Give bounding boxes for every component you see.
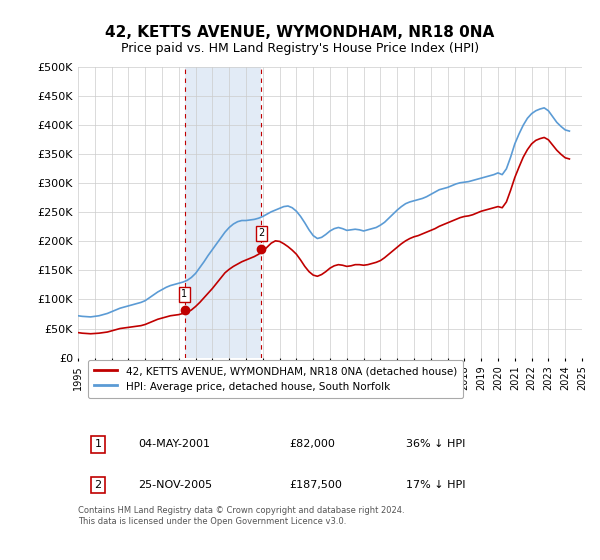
Text: Price paid vs. HM Land Registry's House Price Index (HPI): Price paid vs. HM Land Registry's House … <box>121 42 479 55</box>
Text: 1: 1 <box>181 290 188 300</box>
Text: 1: 1 <box>95 439 101 449</box>
Text: 2: 2 <box>258 228 264 238</box>
Text: 04-MAY-2001: 04-MAY-2001 <box>139 439 211 449</box>
Text: Contains HM Land Registry data © Crown copyright and database right 2024.
This d: Contains HM Land Registry data © Crown c… <box>78 506 404 526</box>
Text: 17% ↓ HPI: 17% ↓ HPI <box>406 480 465 490</box>
Bar <box>185 67 261 358</box>
Legend: 42, KETTS AVENUE, WYMONDHAM, NR18 0NA (detached house), HPI: Average price, deta: 42, KETTS AVENUE, WYMONDHAM, NR18 0NA (d… <box>88 360 463 398</box>
Text: 25-NOV-2005: 25-NOV-2005 <box>139 480 212 490</box>
Text: £187,500: £187,500 <box>290 480 343 490</box>
Text: £82,000: £82,000 <box>290 439 335 449</box>
Text: 42, KETTS AVENUE, WYMONDHAM, NR18 0NA: 42, KETTS AVENUE, WYMONDHAM, NR18 0NA <box>106 25 494 40</box>
Text: 2: 2 <box>95 480 102 490</box>
Text: 36% ↓ HPI: 36% ↓ HPI <box>406 439 465 449</box>
